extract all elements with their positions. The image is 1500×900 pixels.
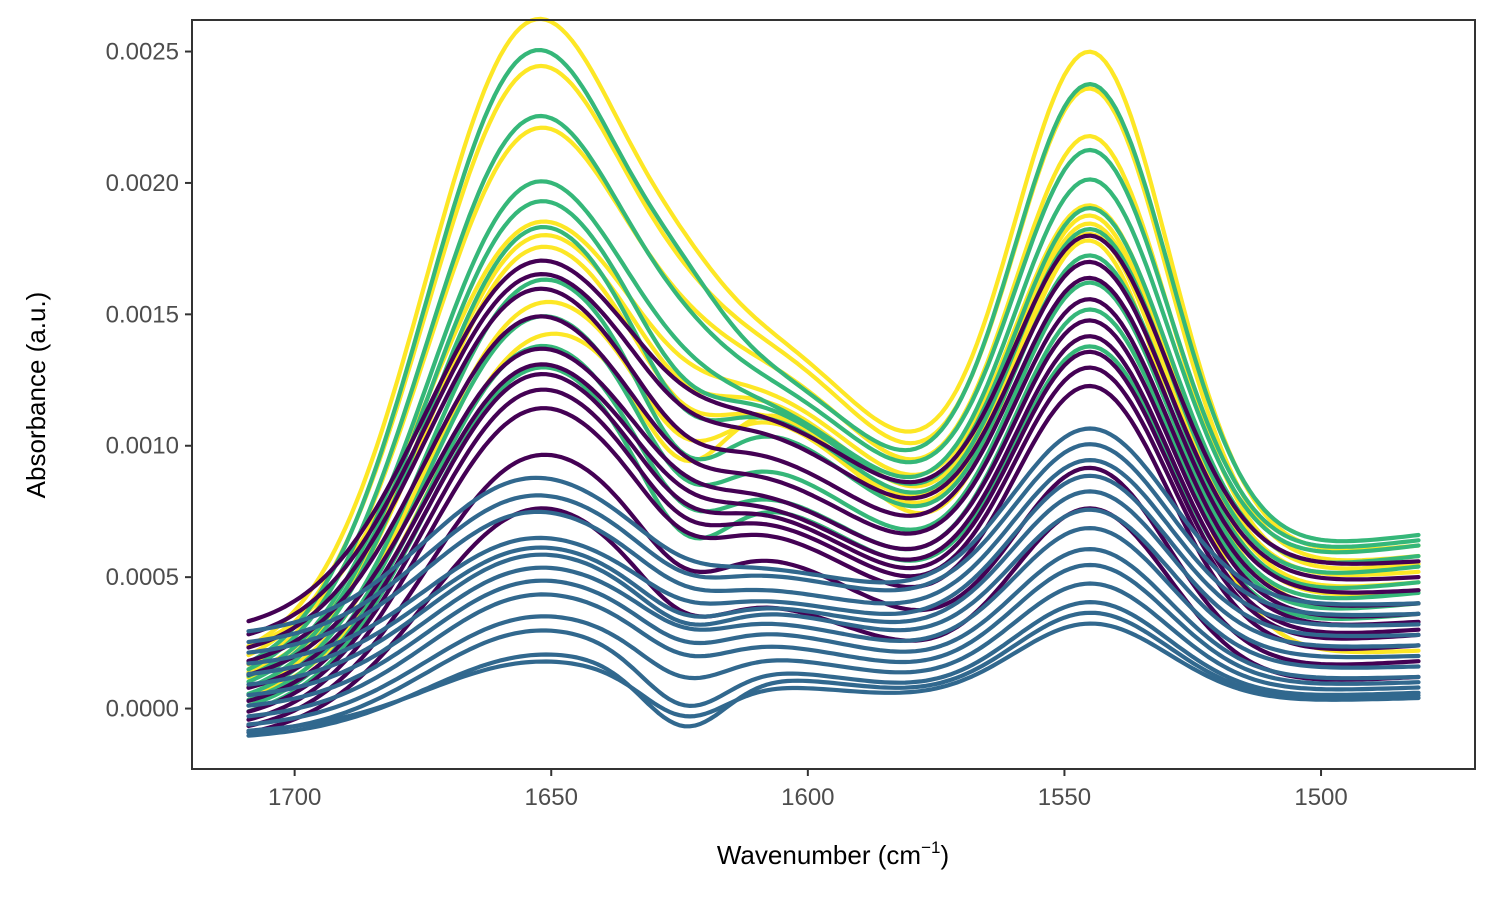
- spectrum-line: [246, 63, 1421, 658]
- x-tick-label: 1650: [525, 784, 578, 811]
- y-tick-label: 0.0025: [106, 39, 179, 66]
- x-tick-label: 1500: [1294, 784, 1347, 811]
- x-axis-title: Wavenumber (cm−1): [717, 838, 949, 870]
- spectrum-line: [246, 600, 1421, 735]
- spectrum-line: [246, 621, 1421, 733]
- y-tick-label: 0.0010: [106, 433, 179, 460]
- x-tick-label: 1600: [781, 784, 834, 811]
- spectrum-line: [246, 177, 1421, 679]
- spectra-lines: [246, 16, 1421, 738]
- plot-panel-border: [191, 19, 1476, 770]
- spectrum-line: [246, 318, 1421, 677]
- y-tick-label: 0.0015: [106, 301, 179, 328]
- spectrum-line: [246, 562, 1421, 719]
- spectrum-line: [246, 507, 1421, 687]
- spectrum-line: [246, 334, 1421, 690]
- spectrum-line: [246, 489, 1421, 677]
- spectrum-line: [246, 547, 1421, 708]
- spectrum-line: [246, 113, 1421, 672]
- y-axis-title: Absorbance (a.u.): [21, 292, 51, 499]
- y-axis: 0.0000 0.0005 0.0010 0.0015 0.0020 0.0025: [106, 39, 192, 723]
- spectrum-line: [246, 426, 1421, 634]
- spectrum-line: [246, 259, 1421, 637]
- spectrum-line: [246, 297, 1421, 663]
- spectrum-line: [246, 473, 1421, 666]
- x-axis: 1700 1650 1600 1550 1500: [268, 769, 1348, 811]
- spectrum-line: [246, 442, 1421, 645]
- spectrum-line: [246, 610, 1421, 738]
- spectrum-line: [246, 48, 1421, 665]
- x-tick-label: 1700: [268, 784, 321, 811]
- y-tick-label: 0.0020: [106, 170, 179, 197]
- spectrum-line: [246, 349, 1421, 703]
- spectrum-line: [246, 233, 1421, 624]
- spectrum-line: [246, 280, 1421, 702]
- spectrum-line: [246, 581, 1421, 727]
- spectrum-line: [246, 275, 1421, 650]
- spectrum-line: [246, 526, 1421, 698]
- y-tick-label: 0.0005: [106, 564, 179, 591]
- spectrum-line: [246, 365, 1421, 714]
- y-tick-label: 0.0000: [106, 696, 179, 723]
- spectrum-line: [246, 458, 1421, 655]
- spectrum-line: [246, 383, 1421, 722]
- x-tick-label: 1550: [1038, 784, 1091, 811]
